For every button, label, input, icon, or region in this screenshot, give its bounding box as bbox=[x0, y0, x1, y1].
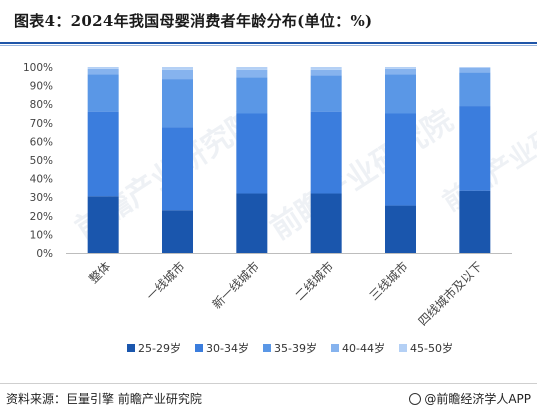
legend-label: 30-34岁 bbox=[206, 341, 249, 355]
y-tick-label: 60% bbox=[30, 136, 53, 148]
bar-segment bbox=[459, 190, 491, 253]
x-tick-label: 四线城市及以下 bbox=[415, 259, 485, 329]
bar-segment bbox=[310, 69, 342, 76]
bar-segment bbox=[87, 111, 119, 197]
legend-swatch bbox=[195, 344, 203, 352]
y-tick-label: 100% bbox=[23, 62, 53, 74]
bar-segment bbox=[162, 67, 193, 70]
legend-label: 35-39岁 bbox=[274, 341, 317, 355]
bar-segment bbox=[236, 67, 268, 70]
brand-credit-text: @前瞻经济学人APP bbox=[424, 392, 531, 406]
legend-label: 45-50岁 bbox=[410, 341, 453, 355]
x-tick-label: 整体 bbox=[86, 259, 114, 287]
bar-segment bbox=[459, 67, 491, 73]
y-tick-label: 50% bbox=[30, 155, 53, 167]
legend-swatch bbox=[399, 344, 407, 352]
y-tick-label: 30% bbox=[30, 192, 53, 204]
source-note: 资料来源：巨量引擎 前瞻产业研究院 bbox=[6, 392, 202, 406]
title-divider bbox=[0, 42, 537, 44]
bar-segment bbox=[162, 69, 193, 80]
bar-segment bbox=[87, 74, 119, 112]
bar-segment bbox=[459, 67, 491, 68]
y-tick-label: 10% bbox=[30, 229, 53, 241]
legend-swatch bbox=[127, 344, 135, 352]
legend-label: 25-29岁 bbox=[138, 341, 181, 355]
legend-swatch bbox=[263, 344, 271, 352]
brand-logo-icon bbox=[409, 393, 422, 405]
x-tick-label: 一线城市 bbox=[143, 259, 188, 304]
x-tick-label: 三线城市 bbox=[366, 259, 411, 304]
bar-segment bbox=[236, 193, 268, 253]
bar-segment bbox=[87, 196, 119, 253]
legend-swatch bbox=[331, 344, 339, 352]
bar-segment bbox=[162, 127, 193, 211]
bar-segment bbox=[310, 193, 342, 253]
y-tick-label: 40% bbox=[30, 174, 53, 186]
bar-segment bbox=[459, 72, 491, 107]
y-tick-label: 90% bbox=[30, 81, 53, 93]
bar-segment bbox=[236, 77, 268, 114]
bar-segment bbox=[385, 205, 416, 253]
brand-credit: @前瞻经济学人APP bbox=[409, 390, 531, 407]
bar-segment bbox=[385, 113, 416, 206]
bar-segment bbox=[385, 67, 416, 69]
bar-segment bbox=[310, 67, 342, 70]
legend-label: 40-44岁 bbox=[342, 341, 385, 355]
footer-divider bbox=[0, 383, 537, 384]
chart-title: 图表4：2024年我国母婴消费者年龄分布(单位：%) bbox=[14, 12, 373, 30]
bar-segment bbox=[459, 106, 491, 191]
y-tick-label: 80% bbox=[30, 99, 53, 111]
title-divider-thin bbox=[0, 45, 537, 46]
stacked-bar-chart: 0% 10% 20% 30% 40% 50% 60% 70% 80% 90% 100% 整体 一线城市新… bbox=[23, 62, 512, 355]
bar-segment bbox=[162, 210, 193, 253]
y-tick-label: 70% bbox=[30, 118, 53, 130]
bar-segment bbox=[310, 111, 342, 194]
y-tick-label: 20% bbox=[30, 211, 53, 223]
bar-segment bbox=[236, 113, 268, 194]
x-tick-label: 二线城市 bbox=[292, 259, 337, 304]
bar-segment bbox=[385, 68, 416, 75]
x-tick-label: 新一线城市 bbox=[209, 259, 262, 312]
bar-segment bbox=[87, 68, 119, 75]
bar-segment bbox=[87, 67, 119, 69]
bar-segment bbox=[385, 74, 416, 114]
bar-segment bbox=[162, 79, 193, 128]
bar-segment bbox=[310, 75, 342, 112]
y-tick-label: 0% bbox=[36, 248, 53, 260]
bar-segment bbox=[236, 69, 268, 78]
